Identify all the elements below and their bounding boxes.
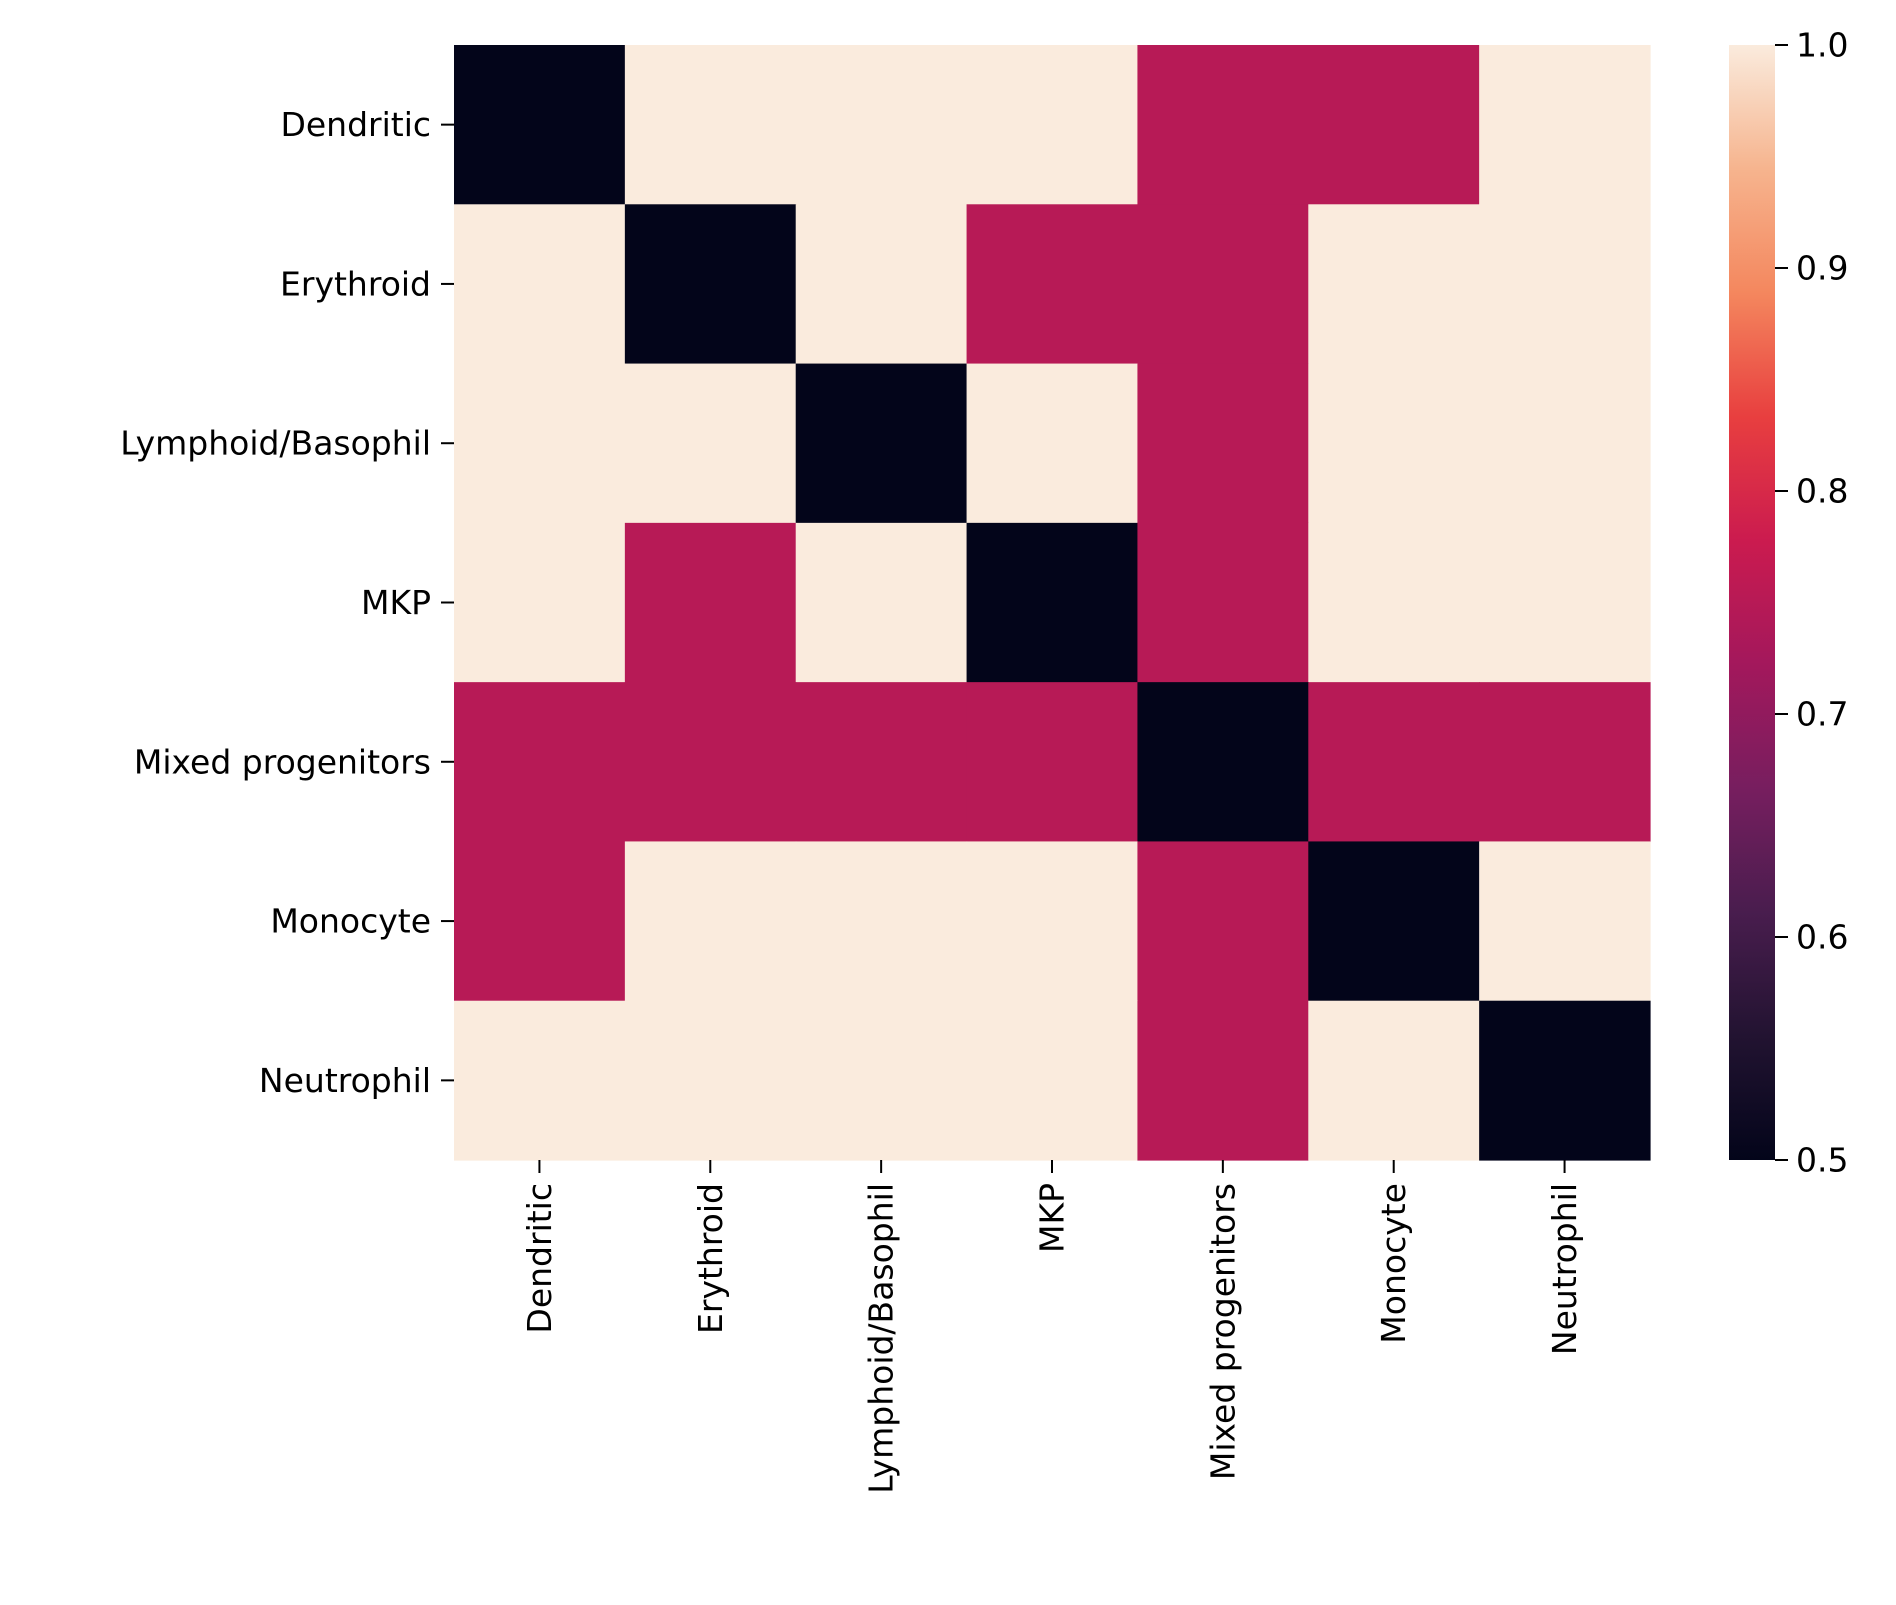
heatmap-cell-mkp-neutrophil <box>1479 522 1651 683</box>
heatmap-cell-mkp-mkp <box>966 522 1139 683</box>
colorbar-gradient <box>1729 45 1775 1160</box>
y-tick-label-monocyte: Monocyte <box>270 902 431 941</box>
heatmap-cell-mixed-progenitors-dendritic <box>454 682 626 843</box>
heatmap-cell-neutrophil-monocyte <box>1308 1000 1480 1161</box>
heatmap-cell-mixed-progenitors-mixed-progenitors <box>1137 682 1309 843</box>
x-tick-label-lymphoid-basophil: Lymphoid/Basophil <box>862 1183 901 1494</box>
x-tick-label-dendritic: Dendritic <box>520 1183 559 1334</box>
heatmap-cell-erythroid-dendritic <box>454 204 626 365</box>
heatmap-cell-dendritic-mixed-progenitors <box>1137 45 1309 205</box>
heatmap-cell-monocyte-dendritic <box>454 841 626 1002</box>
heatmap-cell-mkp-monocyte <box>1308 522 1480 683</box>
y-tick-label-dendritic: Dendritic <box>280 105 431 144</box>
x-axis: Dendritic Erythroid Lymphoid/Basophil MKP Mi… <box>520 1160 1584 1494</box>
heatmap-cell-mkp-lymphoid-basophil <box>795 522 968 683</box>
colorbar-tick-label: 0.7 <box>1796 695 1848 734</box>
heatmap-cell-monocyte-monocyte <box>1308 841 1480 1002</box>
heatmap-cell-mkp-mixed-progenitors <box>1137 522 1309 683</box>
heatmap-cell-mixed-progenitors-lymphoid-basophil <box>795 682 968 843</box>
x-tick-label-neutrophil: Neutrophil <box>1545 1183 1584 1355</box>
heatmap-cell-erythroid-lymphoid-basophil <box>795 204 968 365</box>
heatmap-cell-erythroid-monocyte <box>1308 204 1480 365</box>
heatmap-cell-mkp-dendritic <box>454 522 626 683</box>
colorbar-tick-label: 0.9 <box>1796 249 1848 288</box>
heatmap-cell-neutrophil-mixed-progenitors <box>1137 1000 1309 1161</box>
heatmap-cell-lymphoid-basophil-monocyte <box>1308 363 1480 524</box>
heatmap-cell-lymphoid-basophil-erythroid <box>624 363 797 524</box>
heatmap-cell-lymphoid-basophil-dendritic <box>454 363 626 524</box>
heatmap-cell-mixed-progenitors-erythroid <box>624 682 797 843</box>
heatmap-cell-dendritic-erythroid <box>624 45 797 205</box>
y-tick-label-mkp: MKP <box>361 583 431 622</box>
colorbar-tick-label: 1.0 <box>1796 26 1848 65</box>
y-tick-label-neutrophil: Neutrophil <box>259 1061 431 1100</box>
colorbar: 0.5 0.6 0.7 0.8 0.9 1.0 <box>1729 26 1848 1180</box>
heatmap-cell-mkp-erythroid <box>624 522 797 683</box>
heatmap-cell-neutrophil-erythroid <box>624 1000 797 1161</box>
heatmap-cell-monocyte-mkp <box>966 841 1139 1002</box>
heatmap-cell-lymphoid-basophil-mixed-progenitors <box>1137 363 1309 524</box>
heatmap-cell-erythroid-mkp <box>966 204 1139 365</box>
heatmap-cell-mixed-progenitors-monocyte <box>1308 682 1480 843</box>
heatmap-cell-lymphoid-basophil-neutrophil <box>1479 363 1651 524</box>
heatmap-cell-erythroid-neutrophil <box>1479 204 1651 365</box>
heatmap-cell-mixed-progenitors-mkp <box>966 682 1139 843</box>
heatmap-cells <box>454 45 1651 1161</box>
x-tick-label-erythroid: Erythroid <box>691 1183 730 1334</box>
colorbar-tick-label: 0.8 <box>1796 472 1848 511</box>
heatmap-cell-dendritic-monocyte <box>1308 45 1480 205</box>
heatmap-cell-dendritic-dendritic <box>454 45 626 205</box>
y-tick-label-lymphoid-basophil: Lymphoid/Basophil <box>120 424 431 463</box>
heatmap-cell-neutrophil-dendritic <box>454 1000 626 1161</box>
heatmap-cell-monocyte-lymphoid-basophil <box>795 841 968 1002</box>
heatmap-cell-monocyte-erythroid <box>624 841 797 1002</box>
heatmap-cell-lymphoid-basophil-mkp <box>966 363 1139 524</box>
heatmap-cell-monocyte-mixed-progenitors <box>1137 841 1309 1002</box>
y-tick-label-mixed-progenitors: Mixed progenitors <box>134 742 431 781</box>
heatmap-cell-monocyte-neutrophil <box>1479 841 1651 1002</box>
heatmap-cell-neutrophil-lymphoid-basophil <box>795 1000 968 1161</box>
heatmap-cell-dendritic-neutrophil <box>1479 45 1651 205</box>
heatmap-cell-dendritic-mkp <box>966 45 1139 205</box>
heatmap-cell-lymphoid-basophil-lymphoid-basophil <box>795 363 968 524</box>
heatmap-cell-dendritic-lymphoid-basophil <box>795 45 968 205</box>
heatmap-cell-erythroid-mixed-progenitors <box>1137 204 1309 365</box>
heatmap-cell-neutrophil-neutrophil <box>1479 1000 1651 1161</box>
y-tick-label-erythroid: Erythroid <box>280 264 431 303</box>
y-axis: Dendritic Erythroid Lymphoid/Basophil MKP Mi… <box>120 105 454 1100</box>
x-tick-label-mixed-progenitors: Mixed progenitors <box>1203 1183 1242 1480</box>
colorbar-tick-label: 0.6 <box>1796 918 1848 957</box>
heatmap-cell-erythroid-erythroid <box>624 204 797 365</box>
heatmap-cell-neutrophil-mkp <box>966 1000 1139 1161</box>
colorbar-tick-label: 0.5 <box>1796 1141 1848 1180</box>
heatmap-cell-mixed-progenitors-neutrophil <box>1479 682 1651 843</box>
x-tick-label-mkp: MKP <box>1033 1183 1072 1253</box>
x-tick-label-monocyte: Monocyte <box>1374 1183 1413 1344</box>
